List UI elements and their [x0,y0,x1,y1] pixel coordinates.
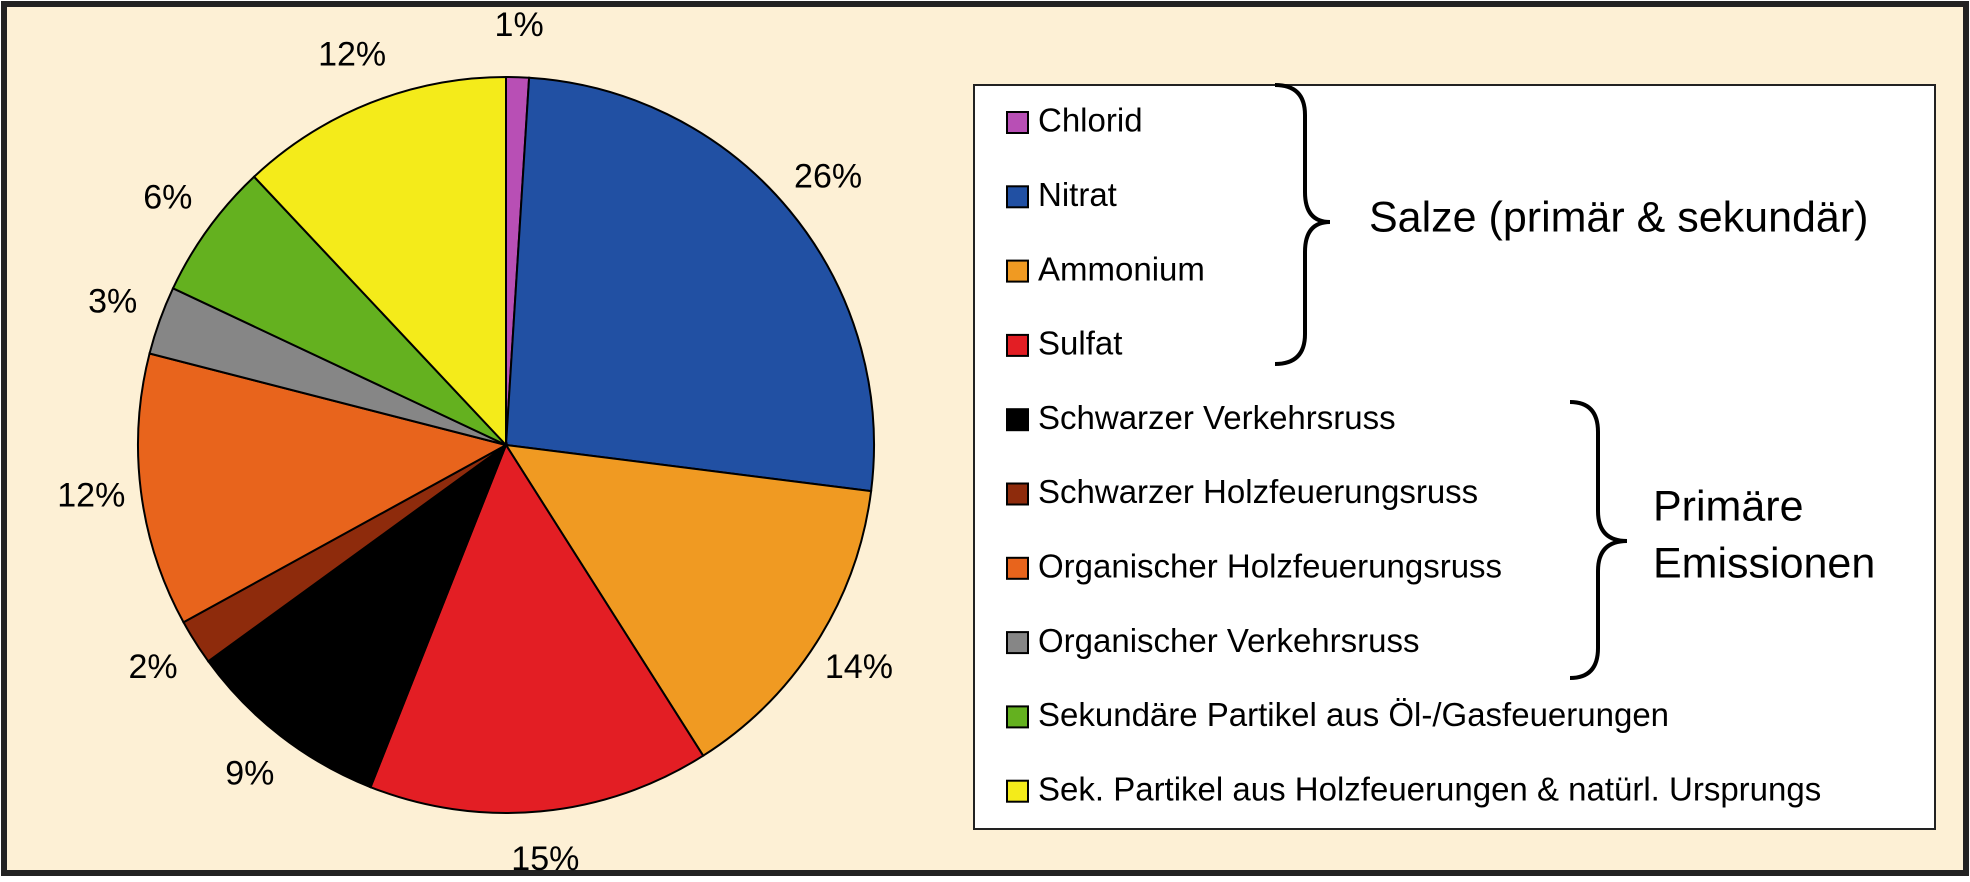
legend-label: Sek. Partikel aus Holzfeuerungen & natür… [1038,770,1821,807]
data-label: 12% [318,35,386,73]
pie-slice [504,443,873,758]
legend-swatch [1006,111,1029,134]
legend-label: Nitrat [1038,176,1117,213]
pie-slice [504,76,875,493]
brace [1569,400,1628,680]
data-label: 3% [88,282,137,320]
pie-slice [206,442,509,789]
legend-swatch [1006,185,1029,209]
legend-label: Schwarzer Holzfeuerungsruss [1038,473,1478,510]
pie-slice [252,75,507,448]
legend-label: Organischer Holzfeuerungsruss [1038,548,1502,585]
data-label: 26% [794,158,862,196]
legend-box [973,84,1936,830]
legend-swatch [1006,482,1029,506]
group-label: Emissionen [1653,539,1875,587]
legend-label: Sekundäre Partikel aus Öl-/Gasfeuerungen [1038,696,1669,733]
data-label: 6% [143,178,192,216]
legend-label: Chlorid [1038,102,1143,139]
data-label: 14% [825,648,893,686]
data-label: 9% [225,754,274,792]
legend-label: Ammonium [1038,250,1205,287]
data-label: 1% [495,6,544,44]
legend-swatch [1006,259,1029,283]
data-label: 2% [129,648,178,686]
data-label: 15% [511,840,579,877]
legend-swatch [1006,408,1029,432]
pie-slice [369,442,705,814]
legend-swatch [1006,333,1029,357]
legend-label: Organischer Verkehrsruss [1038,622,1419,659]
group-label: Primäre [1653,482,1804,530]
brace [1274,83,1331,366]
legend-swatch [1006,631,1029,655]
group-label: Salze (primär & sekundär) [1369,193,1868,241]
data-label: 12% [57,476,125,514]
legend-swatch [1006,705,1029,729]
legend-swatch [1006,779,1029,803]
legend-label: Sulfat [1038,325,1122,362]
pie-slice [136,352,509,624]
legend-swatch [1006,556,1029,580]
legend-label: Schwarzer Verkehrsruss [1038,399,1396,436]
pie-slice [171,175,507,446]
